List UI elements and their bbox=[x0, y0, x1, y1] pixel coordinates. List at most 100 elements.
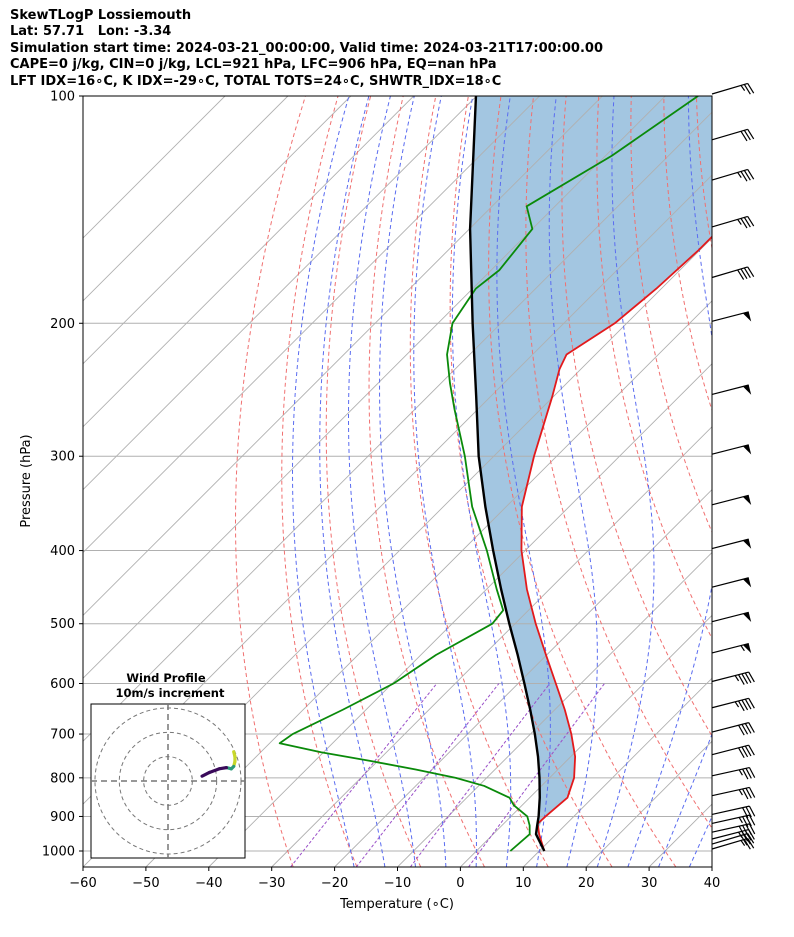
wind-barb-full bbox=[744, 723, 752, 734]
wind-barb-half bbox=[738, 769, 743, 776]
wind-barb bbox=[711, 837, 755, 850]
hodograph-subtitle: 10m/s increment bbox=[116, 686, 225, 700]
isotherm-line bbox=[83, 96, 226, 239]
cin-shading bbox=[470, 96, 712, 848]
isotherm-line bbox=[83, 96, 603, 617]
wind-barb bbox=[711, 805, 756, 819]
wind-barb bbox=[711, 697, 755, 712]
isotherm-line bbox=[460, 614, 712, 867]
dry-adiabat bbox=[488, 96, 677, 867]
y-tick-label: 100 bbox=[50, 90, 75, 105]
wind-barb-flag bbox=[742, 385, 752, 395]
wind-barb-flag bbox=[742, 612, 752, 622]
station-coordinates: Lat: 57.71 Lon: -3.34 bbox=[10, 24, 172, 40]
wind-barb-staff bbox=[711, 128, 748, 141]
wind-barb-full bbox=[740, 171, 748, 182]
wind-barb-full bbox=[748, 722, 755, 733]
wind-barb-staff bbox=[711, 642, 749, 654]
x-tick-label: −60 bbox=[69, 876, 96, 891]
x-tick-label: −30 bbox=[258, 876, 285, 891]
isotherm-line bbox=[271, 426, 712, 867]
wind-barb-staff bbox=[711, 611, 749, 623]
wind-barb-full bbox=[742, 788, 749, 800]
x-tick-label: −40 bbox=[195, 876, 222, 891]
wind-barb-full bbox=[748, 698, 755, 709]
wind-barb-staff bbox=[711, 82, 748, 95]
isotherm-line bbox=[83, 96, 415, 428]
wind-barb bbox=[711, 215, 755, 229]
isotherm-line bbox=[83, 96, 477, 491]
wind-barb-staff bbox=[711, 577, 749, 588]
wind-barb-full bbox=[741, 673, 749, 685]
wind-barb-staff bbox=[711, 832, 748, 845]
x-tick-label: 20 bbox=[578, 876, 595, 891]
wind-barb-half bbox=[740, 645, 745, 652]
wind-barb-full bbox=[743, 267, 751, 278]
x-tick-label: −20 bbox=[321, 876, 348, 891]
dry-adiabat bbox=[409, 96, 549, 867]
wind-barb-staff bbox=[711, 444, 749, 455]
y-tick-label: 900 bbox=[50, 810, 75, 825]
wind-barb bbox=[711, 266, 755, 280]
temperature-profile bbox=[520, 235, 712, 852]
wind-barb-flag bbox=[742, 311, 752, 322]
wind-barb-full bbox=[743, 84, 751, 95]
wind-barb-staff bbox=[711, 671, 749, 683]
y-tick-label: 400 bbox=[50, 544, 75, 559]
x-tick-label: 0 bbox=[456, 876, 464, 891]
wind-barb-staff bbox=[711, 837, 748, 850]
dry-adiabat bbox=[235, 96, 306, 867]
dry-adiabat bbox=[281, 96, 358, 867]
wind-barb bbox=[711, 823, 756, 837]
y-tick-label: 700 bbox=[50, 728, 75, 743]
wind-barb bbox=[711, 128, 755, 142]
wind-barb bbox=[711, 82, 755, 95]
moist-adiabat bbox=[451, 96, 512, 867]
wind-barb-full bbox=[740, 130, 748, 142]
wind-barb-full bbox=[742, 807, 749, 819]
wind-barb-full bbox=[738, 825, 746, 837]
mixing-ratio-line bbox=[355, 683, 500, 867]
y-tick-label: 800 bbox=[50, 771, 75, 786]
wind-barb-full bbox=[748, 814, 756, 826]
chart-title: SkewTLogP Lossiemouth bbox=[10, 8, 192, 23]
stability-indices-2: LFT IDX=16∘C, K IDX=-29∘C, TOTAL TOTS=24… bbox=[10, 73, 502, 89]
wind-barb-full bbox=[747, 216, 755, 227]
moist-adiabat bbox=[720, 96, 794, 867]
x-tick-label: −50 bbox=[132, 876, 159, 891]
isotherm-line bbox=[83, 96, 540, 554]
dry-adiabat bbox=[695, 96, 712, 251]
wind-barb-flag bbox=[742, 577, 752, 588]
dry-adiabat bbox=[325, 96, 422, 867]
wind-barb-staff bbox=[711, 744, 749, 756]
wind-barb-flag bbox=[742, 495, 752, 506]
moist-adiabat bbox=[292, 96, 355, 867]
moist-adiabat bbox=[627, 96, 712, 867]
wind-barb-full bbox=[745, 768, 752, 779]
wind-barb-full bbox=[747, 128, 755, 140]
wind-barb-staff bbox=[711, 697, 749, 709]
wind-barb bbox=[711, 786, 756, 800]
simulation-times: Simulation start time: 2024-03-21_00:00:… bbox=[10, 40, 603, 56]
dry-adiabat bbox=[729, 96, 794, 867]
wind-barb-full bbox=[745, 787, 752, 799]
wind-barb-half bbox=[737, 219, 742, 225]
isotherm-line bbox=[83, 96, 352, 365]
wind-barb bbox=[711, 611, 752, 623]
wind-barb-staff bbox=[711, 266, 748, 279]
wind-barb-full bbox=[741, 699, 749, 711]
wind-barb-full bbox=[745, 806, 752, 818]
wind-barb-staff bbox=[711, 722, 749, 733]
wind-barb-half bbox=[740, 840, 746, 846]
wind-barb-full bbox=[745, 824, 752, 836]
moist-adiabat bbox=[348, 96, 416, 867]
wind-barb-full bbox=[748, 787, 756, 798]
dry-adiabat bbox=[596, 96, 712, 640]
wind-barb-full bbox=[745, 815, 752, 827]
wind-barb bbox=[711, 744, 755, 759]
wind-barb-full bbox=[743, 129, 751, 141]
wind-barb-full bbox=[744, 745, 752, 757]
y-tick-label: 500 bbox=[50, 617, 75, 632]
wind-barb-staff bbox=[711, 494, 749, 506]
isotherm-line bbox=[83, 96, 289, 302]
